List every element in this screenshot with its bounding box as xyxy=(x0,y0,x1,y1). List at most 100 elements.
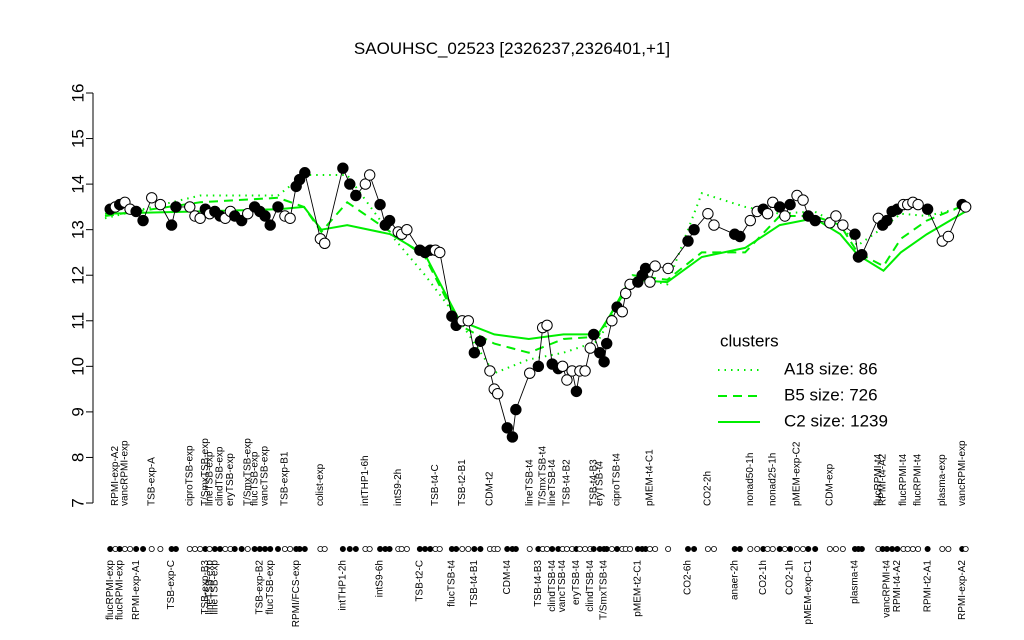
data-point xyxy=(644,276,656,288)
data-point xyxy=(959,201,972,213)
data-point xyxy=(170,201,182,213)
y-tick-label: 12 xyxy=(68,266,87,285)
bottom-label: flucRPMI-exp xyxy=(114,560,125,620)
bottom-label: TSB-t4-B3 xyxy=(533,560,544,607)
rug-dot xyxy=(652,546,659,553)
rug-dot xyxy=(563,546,570,553)
rug-dot xyxy=(665,546,672,553)
rug-dot xyxy=(747,546,754,553)
y-tick-label: 15 xyxy=(68,129,87,148)
rug-dot xyxy=(386,546,393,553)
bottom-label: RPMI/FCS-exp xyxy=(291,560,302,628)
rug-dot xyxy=(794,546,801,553)
bottom-label: pMEM-t2-C1 xyxy=(632,560,643,617)
rug-dot xyxy=(459,546,466,553)
data-point xyxy=(264,219,276,231)
rug-dot xyxy=(217,546,224,553)
data-point xyxy=(319,237,331,250)
data-point xyxy=(594,346,606,359)
rug-dot xyxy=(883,546,890,553)
bottom-label: lineTSB-exp xyxy=(204,560,215,615)
bottom-label: anaer-2h xyxy=(729,560,740,600)
top-label: ciproTSB-exp xyxy=(184,445,195,506)
rug-dot xyxy=(800,546,807,553)
data-point xyxy=(784,198,796,211)
rug-dot xyxy=(787,546,794,553)
data-point xyxy=(374,198,386,211)
top-label: clindTSB-exp xyxy=(215,446,226,506)
data-point xyxy=(272,201,284,213)
top-label: TSB-t2-B1 xyxy=(457,459,468,506)
data-point xyxy=(462,315,474,327)
legend-label: C2 size: 1239 xyxy=(784,411,888,430)
data-point xyxy=(130,205,142,218)
rug-dot xyxy=(422,546,429,553)
data-point xyxy=(912,198,924,211)
rug-dot xyxy=(915,546,922,553)
top-label: CDM-t2 xyxy=(485,471,496,506)
rug-dot xyxy=(465,546,472,553)
data-point xyxy=(797,194,809,206)
rug-dot xyxy=(590,546,597,553)
data-point xyxy=(761,208,774,220)
bottom-label: eryTSB-t4 xyxy=(571,560,582,605)
rug-dot xyxy=(614,546,621,553)
rug-dot xyxy=(274,546,281,553)
rug-dot xyxy=(962,546,969,553)
data-point xyxy=(383,214,396,227)
data-point xyxy=(492,387,504,400)
bottom-label: flucTSB-exp xyxy=(265,560,276,615)
bottom-label: TSB-exp-B3 xyxy=(200,560,211,615)
rug-dot xyxy=(805,546,812,553)
rug-dot xyxy=(231,546,238,553)
top-label: eryTSB-t4 xyxy=(594,461,605,506)
rug-dot xyxy=(296,546,303,553)
data-point xyxy=(165,219,178,231)
rug-dot xyxy=(157,546,164,553)
y-tick-label: 7 xyxy=(68,498,87,507)
rug-dot xyxy=(251,546,258,553)
rug-dot xyxy=(608,546,615,553)
y-tick-label: 8 xyxy=(68,453,87,462)
bottom-label: RPMI-t4-A2 xyxy=(892,560,903,613)
bottom-label: flucTSB-t4 xyxy=(447,560,458,607)
data-point xyxy=(606,315,618,327)
rug-dot xyxy=(197,546,204,553)
data-point xyxy=(474,335,487,347)
legend: clusters A18 size: 86 B5 size: 726 C2 size:… xyxy=(718,331,888,430)
data-point xyxy=(588,328,600,341)
data-point xyxy=(484,365,496,377)
data-point xyxy=(744,214,756,227)
rug-dot xyxy=(427,546,434,553)
bottom-label: TSB-exp-C xyxy=(166,560,177,609)
rug-dot xyxy=(398,546,405,553)
data-point xyxy=(194,212,206,224)
data-point xyxy=(541,319,553,332)
rug-dot xyxy=(339,546,346,553)
data-point xyxy=(242,208,254,220)
data-point xyxy=(259,210,271,222)
data-point xyxy=(849,228,861,240)
rug-dot xyxy=(222,546,229,553)
bottom-label: RPMI-t2-A1 xyxy=(922,560,933,613)
rug-dot xyxy=(262,546,269,553)
bottom-label: TSB-t2-C xyxy=(415,560,426,602)
top-label: intS9-2h xyxy=(393,469,404,506)
top-label: ciproTSB-t4 xyxy=(612,453,623,506)
rug-dot xyxy=(526,546,533,553)
rug-dot xyxy=(281,546,288,553)
data-point xyxy=(579,365,591,377)
data-point xyxy=(662,262,674,275)
data-point xyxy=(616,305,628,318)
data-point xyxy=(468,346,481,359)
top-label: vancTSB-exp xyxy=(260,446,271,506)
top-label: pMEM-exp-C2 xyxy=(792,441,803,506)
rug-dot xyxy=(436,546,443,553)
data-point xyxy=(779,210,791,222)
top-label: pMEM-t4-C1 xyxy=(645,449,656,506)
data-point xyxy=(363,169,376,181)
rug-dot xyxy=(352,546,359,553)
rug-dot xyxy=(710,546,717,553)
top-label: nonad25-1h xyxy=(767,453,778,506)
